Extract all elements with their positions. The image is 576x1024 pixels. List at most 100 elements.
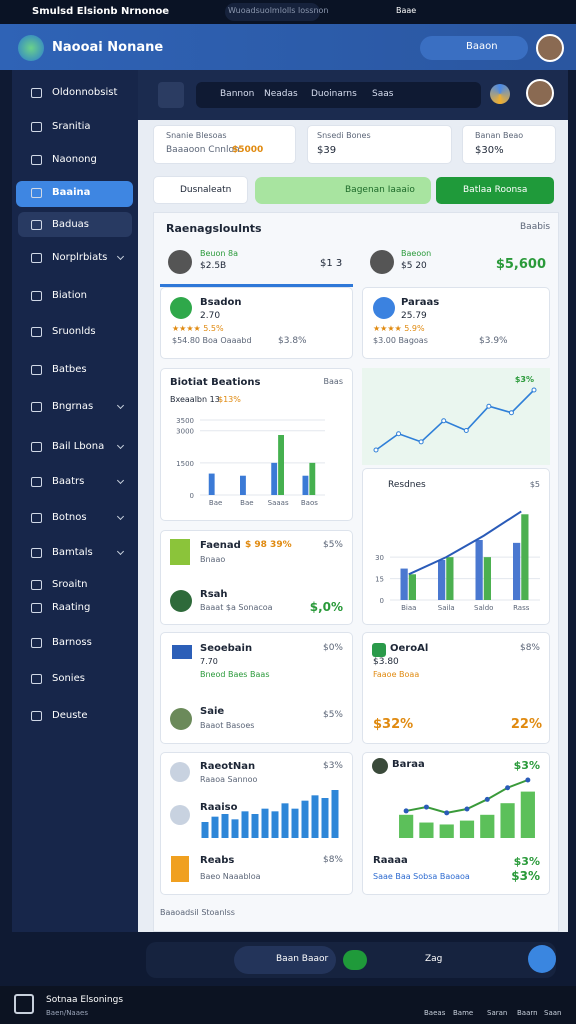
bar — [520, 791, 535, 838]
y-tick-label: 15 — [375, 576, 384, 584]
label: Baae — [396, 6, 417, 15]
nav-icon[interactable] — [31, 122, 42, 132]
label: Baeo Naaabloa — [200, 872, 261, 881]
nav-icon[interactable] — [31, 442, 42, 452]
chart: 0 1500 3000 3500 Bae Bae Saaas Baos — [176, 417, 325, 507]
nav-icon[interactable] — [31, 155, 42, 165]
bar — [301, 800, 309, 838]
label: Sotnaa Elsonings — [46, 995, 124, 1005]
hover-item[interactable] — [18, 212, 132, 237]
taskbar-icon[interactable] — [14, 994, 34, 1014]
active-item[interactable] — [16, 181, 133, 207]
label: $3% — [513, 855, 540, 868]
bar — [475, 540, 483, 600]
bar — [211, 816, 219, 838]
bar — [438, 560, 446, 600]
label: Bnaao — [200, 555, 226, 564]
bar — [408, 574, 416, 600]
bar — [500, 803, 515, 838]
nav-icon[interactable] — [31, 327, 42, 337]
nav-icon[interactable] — [31, 513, 42, 523]
bar — [278, 435, 284, 495]
nav-icon[interactable] — [31, 674, 42, 684]
header-button[interactable] — [420, 36, 528, 60]
label: $30% — [475, 145, 504, 156]
nav-icon[interactable] — [31, 638, 42, 648]
label: Bxeaalbn 13 — [170, 395, 220, 404]
bar — [513, 542, 521, 600]
label: Baarn — [517, 1009, 538, 1017]
label: Baabis — [520, 222, 551, 232]
label: Batbes — [52, 364, 87, 375]
bar — [240, 475, 246, 495]
point — [373, 447, 379, 453]
chart — [201, 790, 339, 838]
nav-icon[interactable] — [31, 253, 42, 263]
label: $5% — [322, 540, 343, 550]
label: $8% — [519, 643, 540, 653]
label: $3.8% — [278, 336, 307, 346]
icon — [170, 805, 190, 825]
label: $5 20 — [401, 261, 427, 271]
toolbar-search[interactable] — [196, 82, 481, 108]
search-box[interactable] — [225, 3, 320, 21]
label: $5,600 — [495, 257, 546, 272]
chart — [399, 777, 535, 838]
chart-card — [362, 368, 550, 465]
nav-icon[interactable] — [31, 220, 42, 230]
primary-button[interactable] — [436, 177, 554, 204]
nav-icon[interactable] — [31, 477, 42, 487]
point — [508, 410, 514, 416]
point — [423, 804, 429, 810]
icon — [170, 762, 190, 782]
stat-card — [462, 125, 556, 164]
label: Biotiat Beations — [170, 377, 261, 388]
bar — [241, 811, 249, 838]
avatar[interactable] — [526, 79, 554, 107]
label: Paraas — [401, 297, 440, 308]
taskbar — [0, 986, 576, 1024]
nav-icon[interactable] — [31, 291, 42, 301]
label: Oldonnobsist — [52, 87, 118, 98]
nav-icon[interactable] — [31, 548, 42, 558]
bar — [399, 814, 414, 838]
check-box[interactable] — [153, 176, 248, 204]
nav-icon[interactable] — [31, 711, 42, 721]
icon — [170, 297, 192, 319]
nav-icon[interactable] — [31, 402, 42, 412]
label: $ 98 39% — [245, 540, 292, 550]
label: Bannon — [220, 89, 255, 99]
nav-icon[interactable] — [31, 603, 42, 613]
stat-card — [153, 125, 296, 164]
label: Baraa — [392, 759, 425, 770]
label: Baan Baaor — [276, 954, 329, 964]
bottom-search[interactable] — [234, 946, 336, 974]
nav-icon[interactable] — [31, 365, 42, 375]
nav-icon[interactable] — [31, 88, 42, 98]
assistant-icon[interactable] — [490, 84, 510, 104]
label: Naonong — [52, 154, 97, 165]
label: $3% — [511, 869, 540, 883]
label: ★★★★ 5.5% — [172, 324, 224, 333]
label: Snsedi Bones — [317, 131, 371, 140]
fab[interactable] — [528, 945, 556, 973]
label: Baen/Naaes — [46, 1009, 88, 1017]
nav-icon[interactable] — [31, 188, 42, 198]
info-card — [362, 632, 550, 744]
y-tick-label: 30 — [375, 554, 384, 562]
bar — [483, 557, 491, 600]
toggle[interactable] — [343, 950, 367, 970]
menu-button[interactable] — [158, 82, 184, 108]
label: Bagenan Iaaaio — [345, 185, 415, 195]
point — [484, 796, 490, 802]
tab-indicator — [160, 284, 353, 287]
label: 7.70 — [200, 657, 218, 666]
label: Sruonlds — [52, 326, 96, 337]
nav-icon[interactable] — [31, 580, 42, 590]
label: 22% — [510, 717, 542, 732]
x-tick-label: Saldo — [474, 604, 493, 612]
avatar[interactable] — [536, 34, 564, 62]
pill-button[interactable] — [255, 177, 431, 204]
